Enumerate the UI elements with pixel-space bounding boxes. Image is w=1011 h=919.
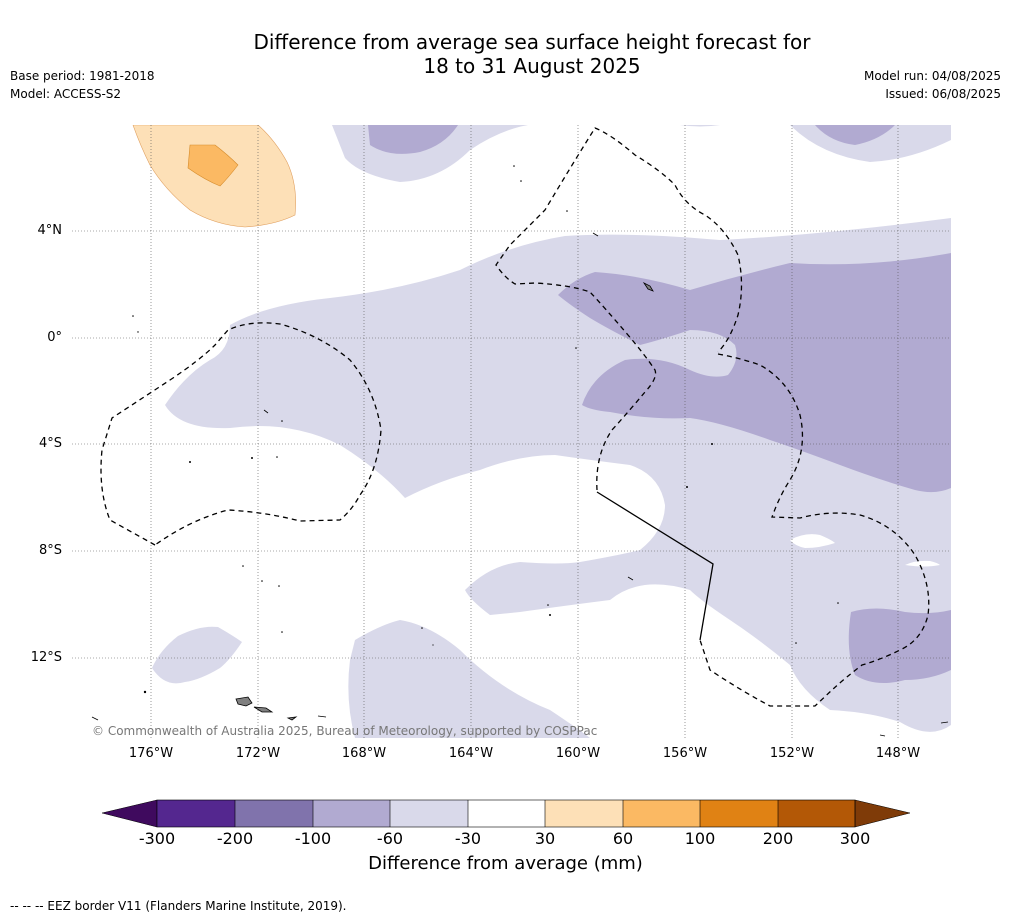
issued-text: Issued: 06/08/2025 xyxy=(885,87,1001,101)
small-island xyxy=(686,486,688,488)
small-island xyxy=(278,585,280,587)
anomaly-region xyxy=(152,626,242,684)
anomaly-region xyxy=(848,608,951,684)
colorbar-segment xyxy=(468,800,545,827)
model-text: Model: ACCESS-S2 xyxy=(10,87,122,101)
colorbar-tick-label: 30 xyxy=(534,829,556,848)
model-run-text: Model run: 04/08/2025 xyxy=(863,69,1001,83)
island xyxy=(642,281,654,292)
latitude-label: 4°N xyxy=(37,223,63,238)
colorbar-tick-label: 300 xyxy=(839,829,871,848)
islands xyxy=(91,232,949,737)
colorbar-min-extend xyxy=(101,799,158,828)
island xyxy=(317,715,327,718)
longitude-label: 160°W xyxy=(555,746,601,761)
island xyxy=(263,409,269,414)
anomaly-region xyxy=(815,125,895,145)
longitude-label: 164°W xyxy=(448,746,494,761)
colorbar xyxy=(101,799,911,828)
anomaly-gap xyxy=(905,560,940,567)
small-island xyxy=(137,331,139,333)
small-island xyxy=(549,614,551,616)
title-line-1: Difference from average sea surface heig… xyxy=(253,30,811,54)
colorbar-segment xyxy=(778,800,855,827)
base-period-text: Base period: 1981-2018 xyxy=(10,69,155,83)
island xyxy=(286,716,298,721)
small-island xyxy=(281,420,283,422)
small-island xyxy=(281,631,283,633)
colorbar-segment xyxy=(545,800,623,827)
colorbar-tick-label: -200 xyxy=(216,829,254,848)
colorbar-segment xyxy=(313,800,390,827)
island xyxy=(879,734,886,737)
island xyxy=(940,721,949,724)
longitude-label: 148°W xyxy=(875,746,921,761)
small-island xyxy=(132,315,134,317)
longitude-label: 168°W xyxy=(341,746,387,761)
colorbar-title: Difference from average (mm) xyxy=(368,853,643,874)
small-island xyxy=(242,565,244,567)
colorbar-segment xyxy=(390,800,468,827)
colorbar-segment xyxy=(157,800,235,827)
island xyxy=(627,576,634,581)
small-island xyxy=(143,690,147,694)
longitude-label: 156°W xyxy=(662,746,708,761)
metadata-right: Model run: 04/08/2025 Issued: 06/08/2025 xyxy=(864,67,1001,103)
colorbar-segment xyxy=(623,800,700,827)
colorbar-tick-label: 60 xyxy=(612,829,634,848)
graticule xyxy=(72,125,951,738)
colorbar-tick-label: 200 xyxy=(762,829,794,848)
small-island xyxy=(547,604,549,606)
anomaly-region xyxy=(558,253,951,493)
longitude-label: 172°W xyxy=(235,746,281,761)
small-island xyxy=(575,347,577,349)
colorbar-tick-label: -100 xyxy=(294,829,332,848)
longitude-label: 176°W xyxy=(128,746,174,761)
longitude-label: 152°W xyxy=(769,746,815,761)
eez-solid-boundary xyxy=(596,491,714,641)
anomaly-region xyxy=(368,125,458,154)
small-island xyxy=(711,443,713,445)
island xyxy=(253,706,274,713)
small-island xyxy=(261,580,263,582)
anomaly-plus-60-region xyxy=(187,144,239,187)
copyright-notice: © Commonwealth of Australia 2025, Bureau… xyxy=(92,724,598,738)
colorbar-tick-label: -300 xyxy=(138,829,176,848)
colorbar-tick-label: 100 xyxy=(684,829,716,848)
colorbar-segment xyxy=(700,800,778,827)
latitude-label: 4°S xyxy=(38,436,62,451)
latitude-label: 0° xyxy=(47,330,62,345)
island xyxy=(91,716,99,721)
small-island xyxy=(189,461,191,463)
anomaly-minus-60-region xyxy=(368,125,951,684)
small-island xyxy=(421,627,423,629)
anomaly-gap xyxy=(790,534,835,548)
chart-title: Difference from average sea surface heig… xyxy=(0,30,1011,78)
island xyxy=(592,232,599,237)
latitude-label: 12°S xyxy=(30,650,62,665)
colorbar-tick-label: -30 xyxy=(454,829,482,848)
colorbar-tick-label: -60 xyxy=(376,829,404,848)
eez-border xyxy=(100,127,930,707)
island xyxy=(235,696,253,707)
small-islands xyxy=(132,165,839,694)
metadata-left: Base period: 1981-2018 Model: ACCESS-S2 xyxy=(10,67,155,103)
latitude-label: 8°S xyxy=(38,543,62,558)
anomaly-region xyxy=(348,620,590,738)
small-island xyxy=(795,642,797,644)
small-island xyxy=(276,456,278,458)
small-island xyxy=(432,644,434,646)
small-island xyxy=(251,457,253,459)
colorbar-segment xyxy=(235,800,313,827)
small-island xyxy=(566,210,568,212)
small-island xyxy=(837,602,839,604)
small-island xyxy=(513,165,515,167)
map-area xyxy=(72,125,951,738)
eez-footnote: -- -- -- EEZ border V11 (Flanders Marine… xyxy=(10,899,347,913)
title-line-2: 18 to 31 August 2025 xyxy=(423,54,641,78)
colorbar-max-extend xyxy=(854,799,911,828)
anomaly-region xyxy=(680,125,720,127)
small-island xyxy=(520,180,522,182)
